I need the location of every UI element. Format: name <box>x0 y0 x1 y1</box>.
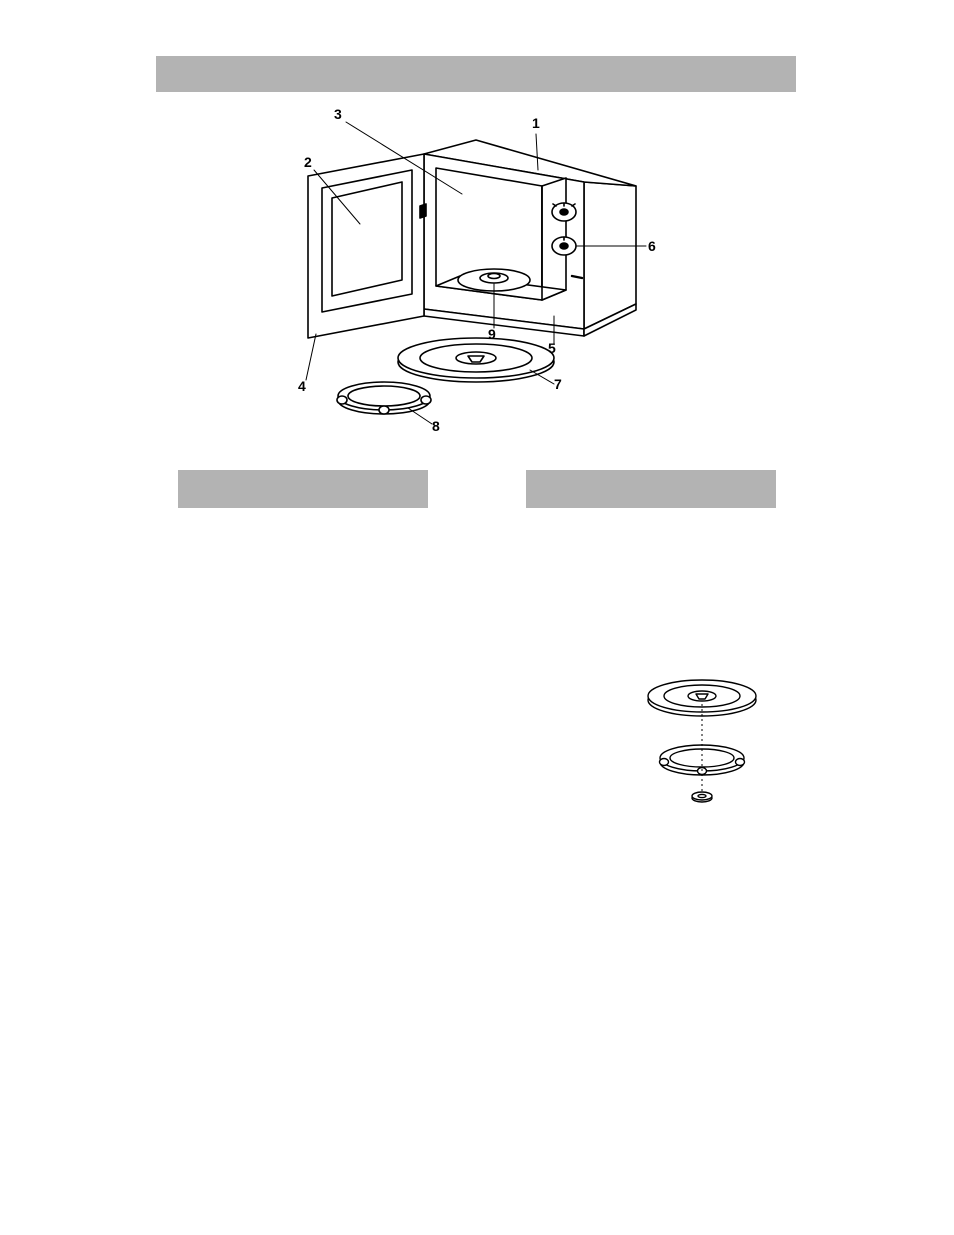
callout-2: 2 <box>304 154 312 170</box>
callout-3: 3 <box>334 106 342 122</box>
turntable-assembly-diagram <box>632 670 772 830</box>
section-heading-bar-top <box>156 56 796 92</box>
callout-1: 1 <box>532 115 540 131</box>
callout-8: 8 <box>432 418 440 434</box>
callout-5: 5 <box>548 340 556 356</box>
microwave-exploded-diagram: 1 2 3 4 5 6 7 8 9 <box>276 104 676 454</box>
callout-4: 4 <box>298 378 306 394</box>
callout-7: 7 <box>554 376 562 392</box>
section-heading-bar-left <box>178 470 428 508</box>
section-heading-bar-right <box>526 470 776 508</box>
callout-6: 6 <box>648 238 656 254</box>
callout-9: 9 <box>488 326 496 342</box>
